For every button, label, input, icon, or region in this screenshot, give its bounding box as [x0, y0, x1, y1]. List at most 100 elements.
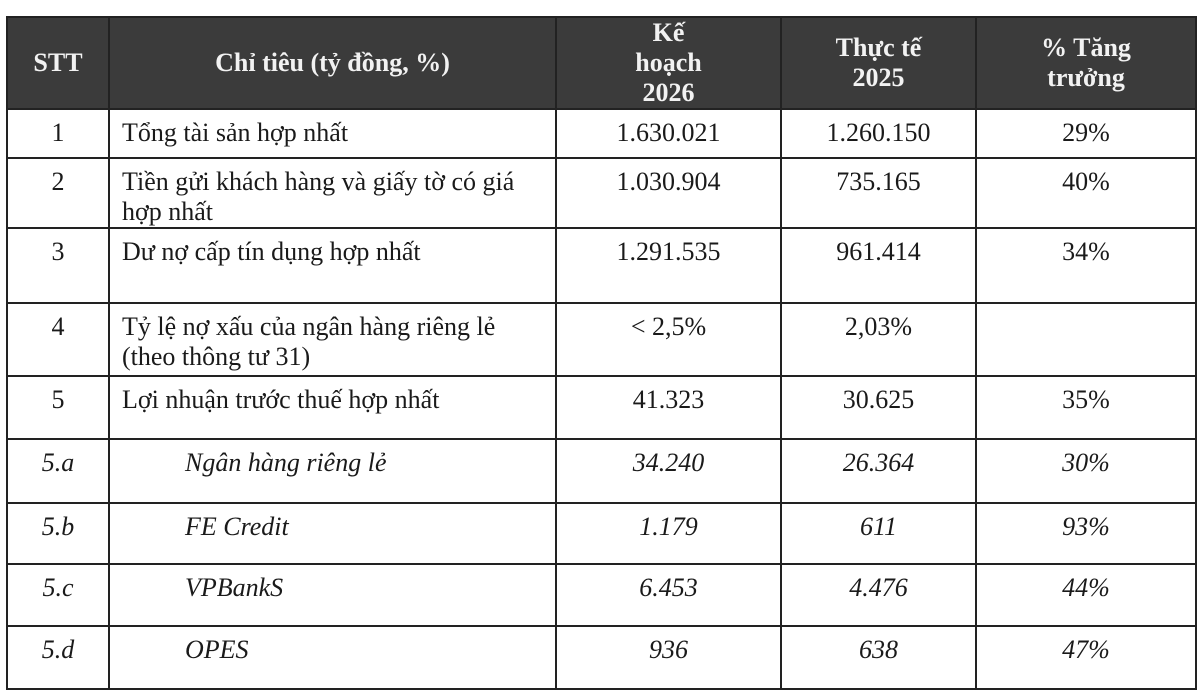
plan-cell: < 2,5% — [555, 302, 782, 377]
actual-cell: 2,03% — [780, 302, 977, 377]
indicator-cell-text: Ngân hàng riêng lẻ — [185, 448, 387, 477]
table-row: 2 Tiền gửi khách hàng và giấy tờ có giá h… — [6, 157, 1197, 229]
stt-cell: 5.d — [6, 625, 110, 690]
indicator-cell-text: OPES — [185, 635, 249, 664]
growth-cell: 93% — [975, 502, 1197, 565]
indicator-cell: VPBankS — [108, 563, 557, 627]
growth-cell-text: 35% — [1062, 385, 1110, 414]
indicator-cell-text: FE Credit — [185, 512, 289, 541]
actual-cell-text: 611 — [859, 512, 898, 541]
growth-cell-text: 47% — [1062, 635, 1110, 664]
indicator-cell: Tổng tài sản hợp nhất — [108, 108, 557, 159]
plan-cell: 1.630.021 — [555, 108, 782, 159]
indicator-cell-text: VPBankS — [185, 573, 284, 602]
growth-cell-text: 40% — [1062, 167, 1110, 196]
actual-cell-text: 735.165 — [836, 167, 921, 196]
stt-cell-text: 5.d — [41, 635, 75, 664]
plan-cell-text: 1.030.904 — [616, 167, 721, 196]
table-row: 5.b FE Credit 1.179 611 93% — [6, 502, 1197, 565]
growth-cell: 47% — [975, 625, 1197, 690]
plan-cell: 936 — [555, 625, 782, 690]
table-row: 5.d OPES 936 638 47% — [6, 625, 1197, 690]
stt-cell: 5.a — [6, 438, 110, 504]
stt-cell-text: 2 — [51, 167, 65, 196]
plan-cell-text: 6.453 — [639, 573, 698, 602]
indicator-cell: Tiền gửi khách hàng và giấy tờ có giá hợ… — [108, 157, 557, 229]
stt-cell-text: 1 — [51, 118, 65, 147]
growth-cell-text: 30% — [1062, 448, 1110, 477]
growth-cell-text: 34% — [1062, 237, 1110, 266]
indicator-cell: OPES — [108, 625, 557, 690]
indicator-cell: Ngân hàng riêng lẻ — [108, 438, 557, 504]
actual-cell-text: 26.364 — [842, 448, 915, 477]
table-row: 1 Tổng tài sản hợp nhất 1.630.021 1.260.150… — [6, 108, 1197, 159]
header-growth: % Tăng trưởng — [975, 16, 1197, 110]
growth-cell-text: 29% — [1062, 118, 1110, 147]
header-row: STT Chỉ tiêu (tỷ đồng, %) Kế hoạch 2026 … — [6, 16, 1197, 110]
growth-cell: 40% — [975, 157, 1197, 229]
indicator-cell: Lợi nhuận trước thuế hợp nhất — [108, 375, 557, 440]
growth-cell: 30% — [975, 438, 1197, 504]
indicator-cell: Dư nợ cấp tín dụng hợp nhất — [108, 227, 557, 304]
plan-cell-text: 34.240 — [632, 448, 705, 477]
plan-cell: 1.291.535 — [555, 227, 782, 304]
growth-cell: 44% — [975, 563, 1197, 627]
table-row: 5.a Ngân hàng riêng lẻ 34.240 26.364 30% — [6, 438, 1197, 504]
stt-cell-text: 5.a — [41, 448, 75, 477]
stt-cell: 5.b — [6, 502, 110, 565]
plan-cell-text: < 2,5% — [630, 312, 707, 341]
stt-cell-text: 5.c — [42, 573, 74, 602]
indicator-cell-text: Tỷ lệ nợ xấu của ngân hàng riêng lẻ (the… — [122, 312, 496, 371]
table-row: 3 Dư nợ cấp tín dụng hợp nhất 1.291.535 961… — [6, 227, 1197, 304]
stt-cell: 5.c — [6, 563, 110, 627]
growth-cell — [975, 302, 1197, 377]
actual-cell: 1.260.150 — [780, 108, 977, 159]
table-row: 5 Lợi nhuận trước thuế hợp nhất 41.323 30.6… — [6, 375, 1197, 440]
actual-cell: 26.364 — [780, 438, 977, 504]
plan-cell: 6.453 — [555, 563, 782, 627]
plan-cell-text: 1.630.021 — [616, 118, 721, 147]
header-stt: STT — [6, 16, 110, 110]
indicator-cell-text: Tiền gửi khách hàng và giấy tờ có giá hợ… — [122, 167, 515, 226]
header-actual-2025: Thực tế 2025 — [780, 16, 977, 110]
table-row: 4 Tỷ lệ nợ xấu của ngân hàng riêng lẻ (th… — [6, 302, 1197, 377]
actual-cell-text: 1.260.150 — [826, 118, 931, 147]
stt-cell: 5 — [6, 375, 110, 440]
actual-cell: 4.476 — [780, 563, 977, 627]
indicator-cell-text: Tổng tài sản hợp nhất — [122, 118, 349, 147]
indicator-cell: Tỷ lệ nợ xấu của ngân hàng riêng lẻ (the… — [108, 302, 557, 377]
growth-cell: 35% — [975, 375, 1197, 440]
stt-cell-text: 4 — [51, 312, 65, 341]
actual-cell: 611 — [780, 502, 977, 565]
growth-cell-text: 93% — [1062, 512, 1110, 541]
plan-cell: 41.323 — [555, 375, 782, 440]
plan-cell-text: 1.291.535 — [616, 237, 721, 266]
actual-cell-text: 30.625 — [842, 385, 915, 414]
stt-cell-text: 5.b — [41, 512, 75, 541]
stt-cell-text: 3 — [51, 237, 65, 266]
plan-cell-text: 936 — [649, 635, 688, 664]
table-row: 5.c VPBankS 6.453 4.476 44% — [6, 563, 1197, 627]
plan-cell: 1.030.904 — [555, 157, 782, 229]
actual-cell-text: 638 — [859, 635, 898, 664]
stt-cell: 2 — [6, 157, 110, 229]
stt-cell: 4 — [6, 302, 110, 377]
header-plan-2026: Kế hoạch 2026 — [555, 16, 782, 110]
actual-cell: 638 — [780, 625, 977, 690]
indicator-cell: FE Credit — [108, 502, 557, 565]
actual-cell: 961.414 — [780, 227, 977, 304]
plan-cell: 1.179 — [555, 502, 782, 565]
growth-cell-text: 44% — [1062, 573, 1110, 602]
plan-table: STT Chỉ tiêu (tỷ đồng, %) Kế hoạch 2026 … — [6, 16, 1197, 690]
plan-cell-text: 1.179 — [639, 512, 698, 541]
actual-cell: 735.165 — [780, 157, 977, 229]
header-indicator: Chỉ tiêu (tỷ đồng, %) — [108, 16, 557, 110]
stt-cell: 3 — [6, 227, 110, 304]
growth-cell: 29% — [975, 108, 1197, 159]
stt-cell-text: 5 — [51, 385, 65, 414]
actual-cell-text: 961.414 — [836, 237, 921, 266]
growth-cell: 34% — [975, 227, 1197, 304]
actual-cell-text: 2,03% — [844, 312, 913, 341]
stt-cell: 1 — [6, 108, 110, 159]
actual-cell: 30.625 — [780, 375, 977, 440]
